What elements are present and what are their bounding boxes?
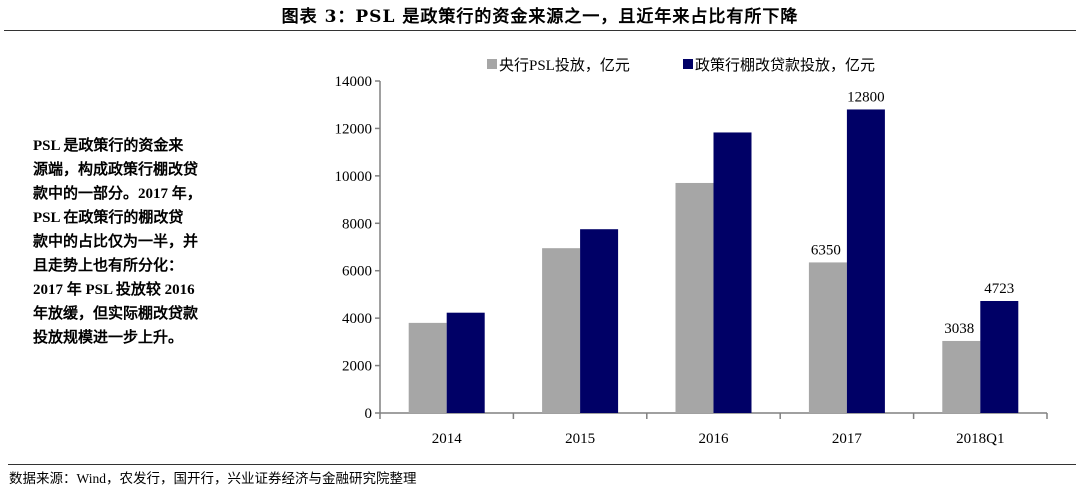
title-divider (4, 30, 1076, 31)
legend-label: 央行PSL投放，亿元 (499, 57, 630, 74)
bar-shantytown-loan (980, 300, 1019, 413)
commentary-line: 且走势上也有所分化： (33, 258, 184, 274)
y-tick-label: 0 (365, 406, 373, 422)
commentary-line: 投放规模进一步上升。 (33, 330, 184, 346)
chart-title: 图表 3：PSL 是政策行的资金来源之一，且近年来占比有所下降 (281, 7, 799, 27)
commentary-line: 款中的占比仅为一半，并 (33, 234, 199, 250)
y-tick-label: 14000 (335, 74, 373, 90)
y-tick-label: 2000 (342, 359, 372, 375)
y-tick-label: 4000 (342, 311, 372, 327)
data-label: 6350 (811, 242, 841, 258)
footer-divider (8, 464, 1076, 465)
commentary-line: PSL 在政策行的棚改贷 (33, 210, 184, 226)
x-tick-label: 2016 (699, 431, 730, 447)
bar-shantytown-loan (846, 109, 885, 413)
bar-psl (942, 340, 981, 413)
commentary-line: 2017 年 PSL 投放较 2016 (33, 282, 195, 298)
bar-shantytown-loan (713, 132, 752, 413)
bar-shantytown-loan (446, 312, 485, 413)
x-tick-label: 2018Q1 (956, 431, 1004, 447)
legend-swatch (683, 59, 693, 69)
commentary-line: 年放缓，但实际棚改贷款 (33, 306, 199, 322)
legend-swatch (487, 59, 497, 69)
commentary-line: 款中的一部分。2017 年， (33, 186, 202, 202)
bar-psl (675, 182, 714, 413)
x-tick-label: 2014 (432, 431, 463, 447)
y-tick-label: 12000 (335, 121, 373, 137)
commentary-line: PSL 是政策行的资金来 (33, 138, 184, 154)
legend-label: 政策行棚改贷款投放，亿元 (695, 57, 875, 74)
data-label: 4723 (984, 281, 1014, 297)
x-tick-label: 2015 (565, 431, 595, 447)
y-tick-label: 10000 (335, 169, 373, 185)
bar-shantytown-loan (580, 229, 619, 413)
data-label: 12800 (847, 89, 885, 105)
source-note: 数据来源：Wind，农发行，国开行，兴业证券经济与金融研究院整理 (9, 471, 417, 486)
side-commentary: PSL 是政策行的资金来 源端，构成政策行棚改贷 款中的一部分。2017 年， … (33, 134, 248, 350)
data-label: 3038 (944, 321, 974, 337)
bar-psl (808, 262, 847, 413)
commentary-line: 源端，构成政策行棚改贷 (33, 162, 199, 178)
y-tick-label: 6000 (342, 264, 372, 280)
bar-psl (542, 248, 581, 413)
bar-psl (408, 322, 447, 413)
x-tick-label: 2017 (832, 431, 863, 447)
y-tick-label: 8000 (342, 216, 372, 232)
